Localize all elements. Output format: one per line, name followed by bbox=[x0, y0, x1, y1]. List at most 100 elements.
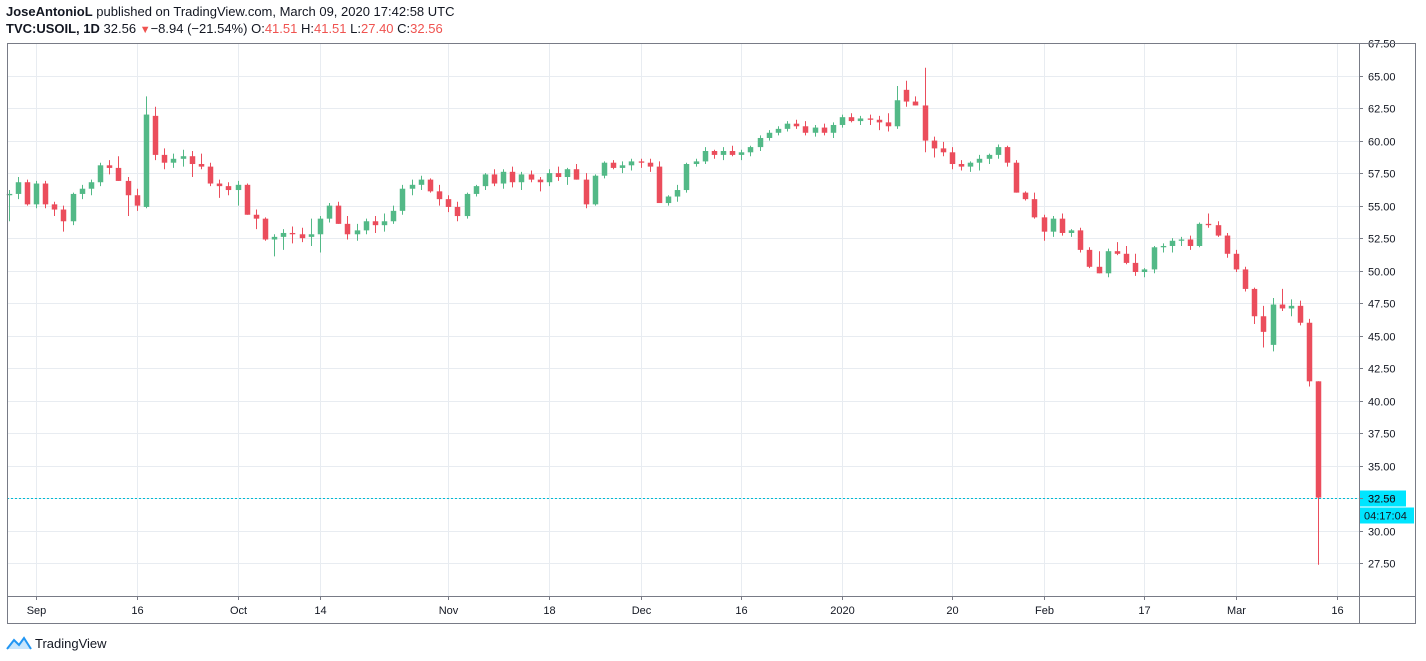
x-tick-label: Nov bbox=[439, 605, 459, 617]
candle bbox=[1050, 216, 1057, 237]
candle-body bbox=[143, 114, 150, 207]
candle bbox=[299, 227, 306, 243]
x-tick-label: 20 bbox=[946, 605, 958, 617]
candle bbox=[1059, 213, 1066, 236]
candle bbox=[1077, 227, 1084, 253]
candle bbox=[537, 177, 544, 192]
candle-body bbox=[793, 123, 800, 127]
candle-body bbox=[1141, 269, 1148, 273]
candle bbox=[793, 119, 800, 129]
low-label: L: bbox=[350, 21, 361, 36]
candle bbox=[491, 169, 498, 187]
y-tick-label: 52.50 bbox=[1368, 234, 1396, 246]
candle bbox=[1068, 229, 1075, 237]
candle bbox=[848, 113, 855, 123]
candle bbox=[839, 114, 846, 128]
candle bbox=[88, 179, 95, 196]
candle-body bbox=[372, 221, 379, 226]
y-tick-label: 27.50 bbox=[1368, 559, 1396, 571]
candle bbox=[693, 158, 700, 167]
candle-body bbox=[931, 140, 938, 149]
x-tick-label: 16 bbox=[735, 605, 747, 617]
candle-body bbox=[867, 118, 874, 120]
x-tick-label: 18 bbox=[543, 605, 555, 617]
candle-body bbox=[271, 236, 278, 240]
candle bbox=[995, 144, 1002, 159]
candle-body bbox=[509, 171, 516, 183]
candle-body bbox=[1059, 218, 1066, 233]
x-tick-label: Sep bbox=[27, 605, 47, 617]
y-tick-label: 47.50 bbox=[1368, 299, 1396, 311]
candle bbox=[940, 141, 947, 157]
candle bbox=[1288, 299, 1295, 317]
candle bbox=[1224, 232, 1231, 258]
candle bbox=[244, 183, 251, 215]
candle bbox=[42, 180, 49, 209]
candle bbox=[381, 213, 388, 232]
candle-body bbox=[1178, 239, 1185, 241]
candle bbox=[1242, 266, 1249, 292]
candle-body bbox=[500, 171, 507, 184]
candle bbox=[1041, 214, 1048, 241]
candle-body bbox=[949, 152, 956, 165]
candle bbox=[216, 179, 223, 198]
candle-body bbox=[445, 199, 452, 207]
candle-body bbox=[180, 156, 187, 159]
candle-body bbox=[601, 162, 608, 176]
candle-body bbox=[518, 174, 525, 183]
candle bbox=[280, 229, 287, 250]
candle-body bbox=[922, 105, 929, 141]
candle bbox=[509, 166, 516, 188]
candle bbox=[628, 158, 635, 171]
candle bbox=[1270, 298, 1277, 352]
candle bbox=[6, 190, 13, 222]
candle-body bbox=[647, 162, 654, 167]
candle bbox=[1123, 245, 1130, 265]
symbol-legend: TVC:USOIL, 1D 32.56 ▼−8.94 (−21.54%) O:4… bbox=[6, 21, 443, 38]
candle bbox=[409, 179, 416, 196]
candle-body bbox=[409, 184, 416, 189]
candle bbox=[317, 216, 324, 253]
candle bbox=[1251, 287, 1258, 325]
candle-body bbox=[528, 174, 535, 180]
brand-name[interactable]: TradingView bbox=[35, 635, 107, 651]
y-tick-label: 42.50 bbox=[1368, 364, 1396, 376]
y-tick-label: 60.00 bbox=[1368, 137, 1396, 149]
candle-body bbox=[152, 115, 159, 155]
candle bbox=[1315, 381, 1322, 565]
author-name[interactable]: JoseAntonioL bbox=[6, 4, 93, 19]
candle-body bbox=[757, 137, 764, 148]
candle-body bbox=[1114, 251, 1121, 254]
candle bbox=[445, 195, 452, 213]
candle-body bbox=[830, 124, 837, 133]
candle bbox=[335, 201, 342, 224]
candle-body bbox=[656, 166, 663, 204]
candle bbox=[235, 180, 242, 206]
x-tick-label: Dec bbox=[632, 605, 652, 617]
candle-body bbox=[1306, 322, 1313, 382]
candle bbox=[656, 161, 663, 204]
candle-body bbox=[876, 119, 883, 123]
candle bbox=[189, 150, 196, 178]
candle bbox=[1096, 251, 1103, 274]
candle-body bbox=[546, 173, 553, 183]
candle-body bbox=[1215, 225, 1222, 236]
candle-body bbox=[848, 117, 855, 122]
candle-body bbox=[729, 150, 736, 155]
y-tick-label: 50.00 bbox=[1368, 267, 1396, 279]
candle bbox=[830, 122, 837, 138]
low-value: 27.40 bbox=[361, 21, 394, 36]
open-label: O: bbox=[251, 21, 265, 36]
candle bbox=[967, 161, 974, 172]
candle-body bbox=[1315, 381, 1322, 498]
tradingview-logo-icon bbox=[6, 636, 32, 650]
candle-body bbox=[1196, 223, 1203, 246]
candle-body bbox=[711, 150, 718, 155]
candle bbox=[134, 188, 141, 211]
last-price: 32.56 bbox=[103, 21, 137, 36]
candle bbox=[500, 169, 507, 189]
candle-body bbox=[354, 230, 361, 235]
candle bbox=[454, 201, 461, 222]
candle-body bbox=[1022, 192, 1029, 200]
